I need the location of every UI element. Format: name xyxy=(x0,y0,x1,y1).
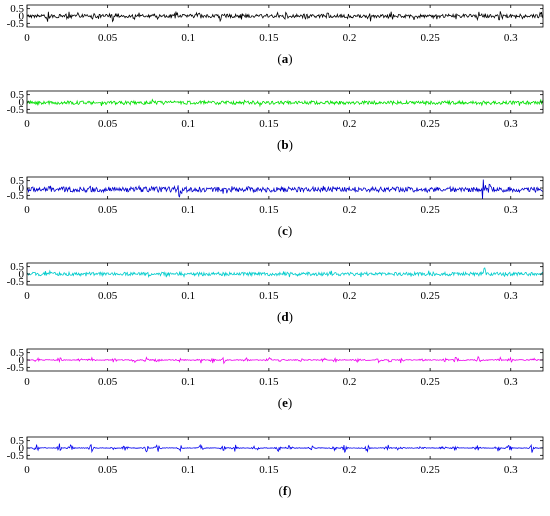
x-tick-label-b-3: 0.15 xyxy=(259,118,279,130)
y-tick-label-d-1: 0 xyxy=(19,269,25,281)
y-tick-label-f-0: 0.5 xyxy=(10,435,24,447)
x-tick-label-c-4: 0.2 xyxy=(343,204,357,216)
x-tick-label-f-4: 0.2 xyxy=(343,464,357,476)
x-tick-label-e-2: 0.1 xyxy=(181,376,195,388)
x-tick-label-c-0: 0 xyxy=(24,204,30,216)
y-tick-label-a-0: 0.5 xyxy=(10,3,24,15)
x-tick-label-c-5: 0.25 xyxy=(421,204,441,216)
x-tick-label-d-6: 0.3 xyxy=(504,290,518,302)
signal-line-d xyxy=(26,267,544,278)
x-tick-label-a-6: 0.3 xyxy=(504,32,518,44)
panel-e: 0 0.05 0.1 0.15 0.2 0.25 0.30.50-0.5(e) xyxy=(7,347,544,410)
x-tick-label-b-1: 0.05 xyxy=(98,118,118,130)
signal-line-e xyxy=(26,355,544,365)
x-tick-label-d-2: 0.1 xyxy=(181,290,195,302)
panel-caption-b: (b) xyxy=(277,137,293,152)
x-tick-label-f-5: 0.25 xyxy=(421,464,441,476)
panel-b: 0 0.05 0.1 0.15 0.2 0.25 0.30.50-0.5(b) xyxy=(7,89,544,152)
x-tick-label-d-3: 0.15 xyxy=(259,290,279,302)
panel-caption-a: (a) xyxy=(277,51,292,66)
x-tick-label-c-3: 0.15 xyxy=(259,204,279,216)
x-tick-label-b-2: 0.1 xyxy=(181,118,195,130)
y-tick-label-c-1: 0 xyxy=(19,183,25,195)
signal-line-c xyxy=(26,179,544,199)
x-tick-label-b-6: 0.3 xyxy=(504,118,518,130)
x-tick-label-e-5: 0.25 xyxy=(421,376,441,388)
panel-c: 0 0.05 0.1 0.15 0.2 0.25 0.30.50-0.5(c) xyxy=(7,175,544,238)
x-tick-label-e-6: 0.3 xyxy=(504,376,518,388)
y-tick-label-b-0: 0.5 xyxy=(10,89,24,101)
x-tick-label-c-2: 0.1 xyxy=(181,204,195,216)
panel-a: 0 0.05 0.1 0.15 0.2 0.25 0.30.50-0.5(a) xyxy=(7,3,544,66)
panel-caption-c: (c) xyxy=(278,223,292,238)
y-tick-label-d-0: 0.5 xyxy=(10,261,24,273)
panel-f: 0 0.05 0.1 0.15 0.2 0.25 0.30.50-0.5(f) xyxy=(7,435,544,498)
x-tick-label-e-3: 0.15 xyxy=(259,376,279,388)
y-tick-label-d-2: -0.5 xyxy=(7,276,25,288)
y-tick-label-e-2: -0.5 xyxy=(7,362,25,374)
x-tick-label-a-2: 0.1 xyxy=(181,32,195,44)
signal-line-f xyxy=(26,443,544,454)
y-tick-label-c-0: 0.5 xyxy=(10,175,24,187)
x-tick-label-a-0: 0 xyxy=(24,32,30,44)
x-tick-label-f-1: 0.05 xyxy=(98,464,118,476)
signal-line-b xyxy=(26,98,544,108)
panel-caption-e: (e) xyxy=(278,395,292,410)
x-tick-label-c-1: 0.05 xyxy=(98,204,118,216)
x-tick-label-f-3: 0.15 xyxy=(259,464,279,476)
x-tick-label-d-0: 0 xyxy=(24,290,30,302)
x-tick-label-d-4: 0.2 xyxy=(343,290,357,302)
y-tick-label-e-0: 0.5 xyxy=(10,347,24,359)
x-tick-label-e-1: 0.05 xyxy=(98,376,118,388)
x-tick-label-b-0: 0 xyxy=(24,118,30,130)
panel-d: 0 0.05 0.1 0.15 0.2 0.25 0.30.50-0.5(d) xyxy=(7,261,544,324)
x-tick-label-b-5: 0.25 xyxy=(421,118,441,130)
x-tick-label-a-3: 0.15 xyxy=(259,32,279,44)
x-tick-label-f-6: 0.3 xyxy=(504,464,518,476)
x-tick-label-a-1: 0.05 xyxy=(98,32,118,44)
x-tick-label-d-1: 0.05 xyxy=(98,290,118,302)
x-tick-label-c-6: 0.3 xyxy=(504,204,518,216)
x-tick-label-a-5: 0.25 xyxy=(421,32,441,44)
x-tick-label-b-4: 0.2 xyxy=(343,118,357,130)
panel-caption-f: (f) xyxy=(278,483,291,498)
y-tick-label-b-2: -0.5 xyxy=(7,104,25,116)
y-tick-label-a-1: 0 xyxy=(19,11,25,23)
signal-line-a xyxy=(26,11,544,23)
y-tick-label-f-1: 0 xyxy=(19,443,25,455)
y-tick-label-e-1: 0 xyxy=(19,355,25,367)
y-tick-label-b-1: 0 xyxy=(19,97,25,109)
y-tick-label-a-2: -0.5 xyxy=(7,18,25,30)
y-tick-label-f-2: -0.5 xyxy=(7,450,25,462)
x-tick-label-f-0: 0 xyxy=(24,464,30,476)
panel-caption-d: (d) xyxy=(277,309,293,324)
x-tick-label-e-0: 0 xyxy=(24,376,30,388)
x-tick-label-a-4: 0.2 xyxy=(343,32,357,44)
x-tick-label-d-5: 0.25 xyxy=(421,290,441,302)
x-tick-label-e-4: 0.2 xyxy=(343,376,357,388)
y-tick-label-c-2: -0.5 xyxy=(7,190,25,202)
x-tick-label-f-2: 0.1 xyxy=(181,464,195,476)
